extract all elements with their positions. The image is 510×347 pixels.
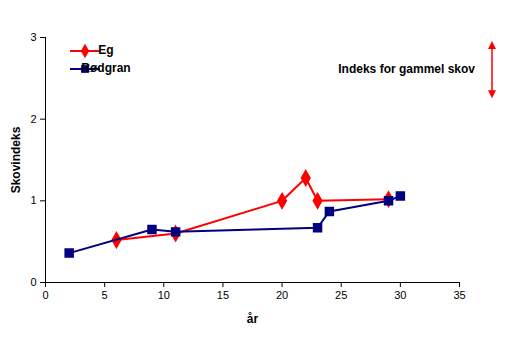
svg-text:Eg: Eg [98, 43, 113, 57]
svg-text:35: 35 [453, 289, 465, 301]
svg-text:15: 15 [217, 289, 229, 301]
svg-text:Indeks for gammel skov: Indeks for gammel skov [338, 62, 475, 76]
svg-text:2: 2 [30, 113, 36, 125]
svg-text:10: 10 [158, 289, 170, 301]
svg-text:1: 1 [30, 194, 36, 206]
svg-text:Skovindeks: Skovindeks [9, 126, 23, 193]
svg-text:25: 25 [335, 289, 347, 301]
svg-text:30: 30 [394, 289, 406, 301]
svg-text:20: 20 [276, 289, 288, 301]
svg-text:Rødgran: Rødgran [81, 61, 130, 75]
svg-text:5: 5 [102, 289, 108, 301]
svg-text:0: 0 [30, 276, 36, 288]
svg-text:år: år [247, 312, 259, 326]
svg-text:0: 0 [42, 289, 48, 301]
svg-text:3: 3 [30, 31, 36, 43]
